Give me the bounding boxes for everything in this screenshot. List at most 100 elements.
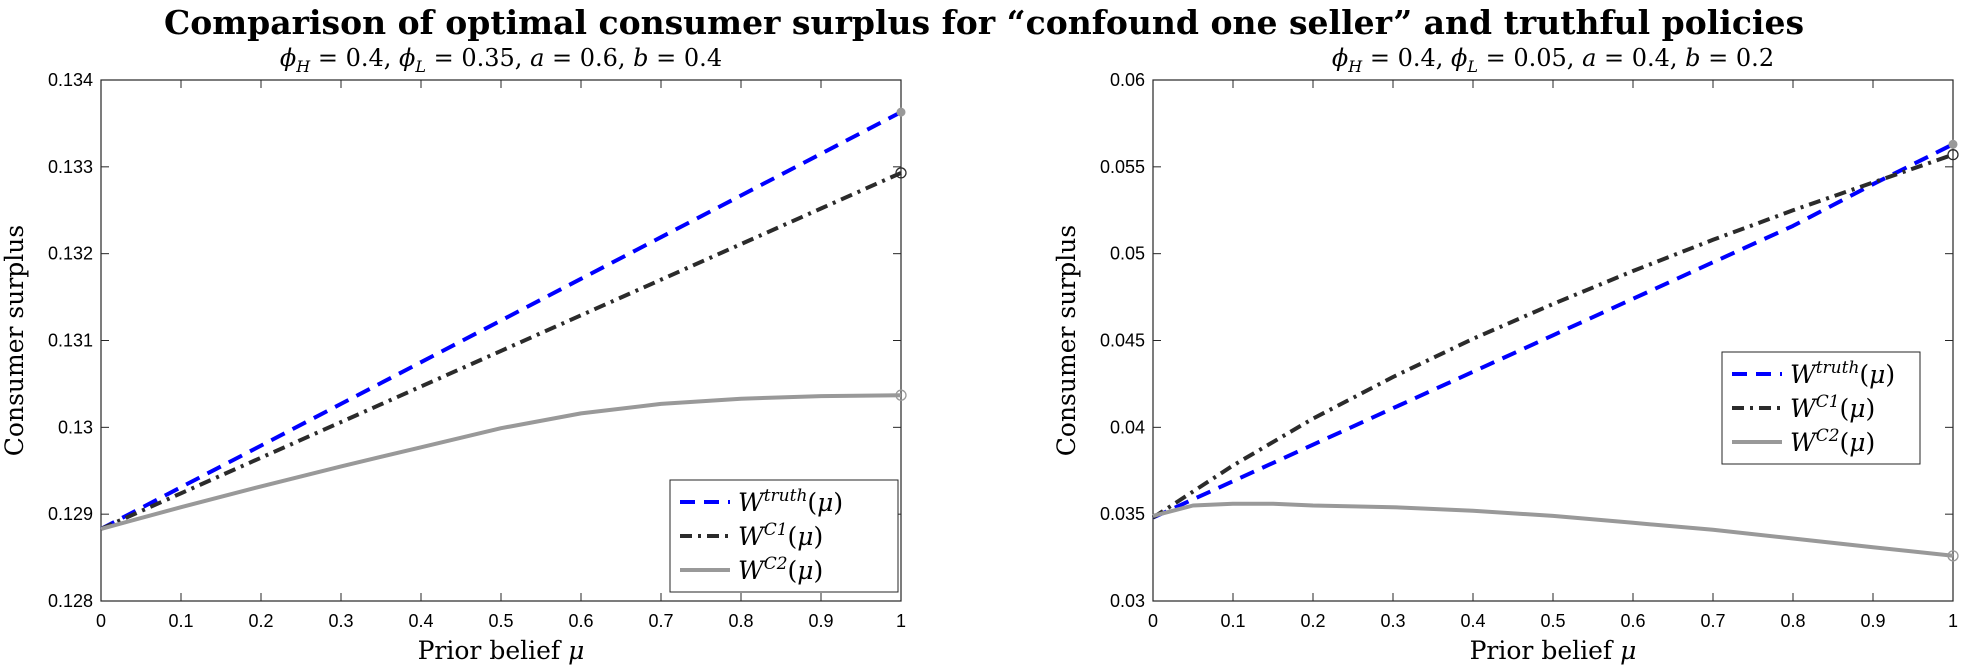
figure-title: Comparison of optimal consumer surplus f… (164, 3, 1804, 42)
x-axis-label: Prior belief μ (418, 636, 585, 665)
x-tick-label: 0.1 (168, 611, 193, 631)
title-sub-h: H (295, 57, 311, 76)
y-tick-label: 0.03 (1110, 591, 1145, 611)
axes-box (1152, 79, 1954, 602)
legend-label-base: W (738, 488, 766, 517)
title-part: = 0.2 (1701, 44, 1775, 72)
series-end-circle (1947, 149, 1959, 161)
y-axis-label: Consumer surplus (0, 225, 29, 456)
legend-label-truth: Wtruth(μ) (1790, 358, 1895, 389)
series-end-dot (1948, 139, 1958, 149)
legend-label-mu: μ (797, 522, 813, 551)
x-axis-label-text: Prior belief (418, 636, 569, 665)
legend-label-mu: μ (1849, 394, 1865, 423)
x-tick-label: 0.7 (1700, 611, 1725, 631)
legend-label-c2: WC2(μ) (1790, 426, 1875, 457)
legend-label-close: ) (833, 488, 843, 517)
series-line-truth (100, 110, 902, 531)
legend-label-sup: C2 (764, 554, 788, 574)
legend-label-base: W (1790, 394, 1818, 423)
y-tick-label: 0.035 (1100, 504, 1145, 524)
series-line-c1 (100, 171, 902, 531)
x-tick-label: 0 (1148, 611, 1158, 631)
legend-label-base: W (1790, 360, 1818, 389)
y-tick-label: 0.132 (48, 244, 93, 264)
legend-label-arg-open: ( (788, 522, 798, 551)
x-tick-label: 0.8 (728, 611, 753, 631)
x-tick-label: 0.6 (568, 611, 593, 631)
title-sub-l: L (414, 57, 426, 76)
title-part: = 0.05, (1478, 44, 1582, 72)
legend-label-arg-open: ( (807, 488, 817, 517)
legend-label-close: ) (1866, 428, 1876, 457)
y-tick-label: 0.129 (48, 504, 93, 524)
title-sub-h: H (1347, 57, 1363, 76)
x-axis-label-text: Prior belief (1470, 636, 1621, 665)
x-tick-label: 0.9 (1860, 611, 1885, 631)
x-tick-label: 0.3 (1380, 611, 1405, 631)
chart-subtitle: ϕH = 0.4, ϕL = 0.05, a = 0.4, b = 0.2 (1332, 44, 1774, 76)
title-phi-l: ϕ (1451, 44, 1467, 72)
title-part: = 0.4, (1362, 44, 1451, 72)
chart-panel-1: ϕH = 0.4, ϕL = 0.35, a = 0.6, b = 0.40 0.… (0, 44, 907, 665)
legend-label-arg-open: ( (1840, 428, 1850, 457)
legend-label-c1: WC1(μ) (1790, 392, 1875, 423)
y-tick-label: 0.045 (1100, 331, 1145, 351)
legend: Wtruth(μ)WC1(μ)WC2(μ) (1721, 351, 1921, 465)
x-tick-label: 0.4 (408, 611, 433, 631)
series-end-circle (895, 389, 907, 401)
title-phi-h: ϕ (280, 44, 296, 72)
title-a: a (530, 44, 544, 72)
x-tick-label: 0.3 (328, 611, 353, 631)
legend-box (669, 479, 899, 593)
title-part: = 0.4 (649, 44, 723, 72)
y-tick-label: 0.06 (1110, 70, 1145, 90)
y-tick-label: 0.133 (48, 157, 93, 177)
legend-label-mu: μ (1869, 360, 1885, 389)
legend-label-mu: μ (797, 556, 813, 585)
legend-label-arg-open: ( (1840, 394, 1850, 423)
title-part: = 0.6, (544, 44, 633, 72)
x-tick-label: 0.2 (1300, 611, 1325, 631)
legend-label-arg-open: ( (788, 556, 798, 585)
legend-label-mu: μ (1849, 428, 1865, 457)
legend-label-close: ) (1885, 360, 1895, 389)
y-tick-label: 0.13 (58, 417, 93, 437)
legend-label-base: W (738, 556, 766, 585)
title-part: = 0.4, (1596, 44, 1685, 72)
y-axis-label: Consumer surplus (1052, 225, 1081, 456)
series-line-c1 (1151, 152, 1954, 520)
y-tick-label: 0.134 (48, 70, 93, 90)
y-tick-label: 0.04 (1110, 417, 1145, 437)
x-tick-label: 0.6 (1620, 611, 1645, 631)
x-tick-label: 0.5 (488, 611, 513, 631)
x-axis-label-symbol: μ (1620, 636, 1636, 665)
y-tick-label: 0.128 (48, 591, 93, 611)
y-tick-label: 0.05 (1110, 244, 1145, 264)
x-tick-label: 0.8 (1780, 611, 1805, 631)
legend-label-sup: C1 (1816, 392, 1840, 412)
x-tick-label: 0.7 (648, 611, 673, 631)
legend-label-close: ) (1866, 394, 1876, 423)
legend: Wtruth(μ)WC1(μ)WC2(μ) (669, 479, 899, 593)
legend-label-c1: WC1(μ) (738, 520, 823, 551)
legend-label-close: ) (814, 556, 824, 585)
series-end-circle (895, 167, 907, 179)
y-tick-label: 0.131 (48, 331, 93, 351)
series-end-circle (1947, 550, 1959, 562)
legend-label-arg-open: ( (1859, 360, 1869, 389)
x-axis-label: Prior belief μ (1470, 636, 1637, 665)
legend-label-base: W (738, 522, 766, 551)
title-phi-h: ϕ (1332, 44, 1348, 72)
legend-box (1721, 351, 1921, 465)
title-a: a (1582, 44, 1596, 72)
x-tick-label: 0.1 (1220, 611, 1245, 631)
x-axis-label-symbol: μ (568, 636, 584, 665)
legend-label-c2: WC2(μ) (738, 554, 823, 585)
x-tick-label: 0.4 (1460, 611, 1485, 631)
title-part: = 0.4, (310, 44, 399, 72)
legend-label-sup: C1 (764, 520, 788, 540)
x-tick-label: 1 (896, 611, 906, 631)
legend-label-close: ) (814, 522, 824, 551)
